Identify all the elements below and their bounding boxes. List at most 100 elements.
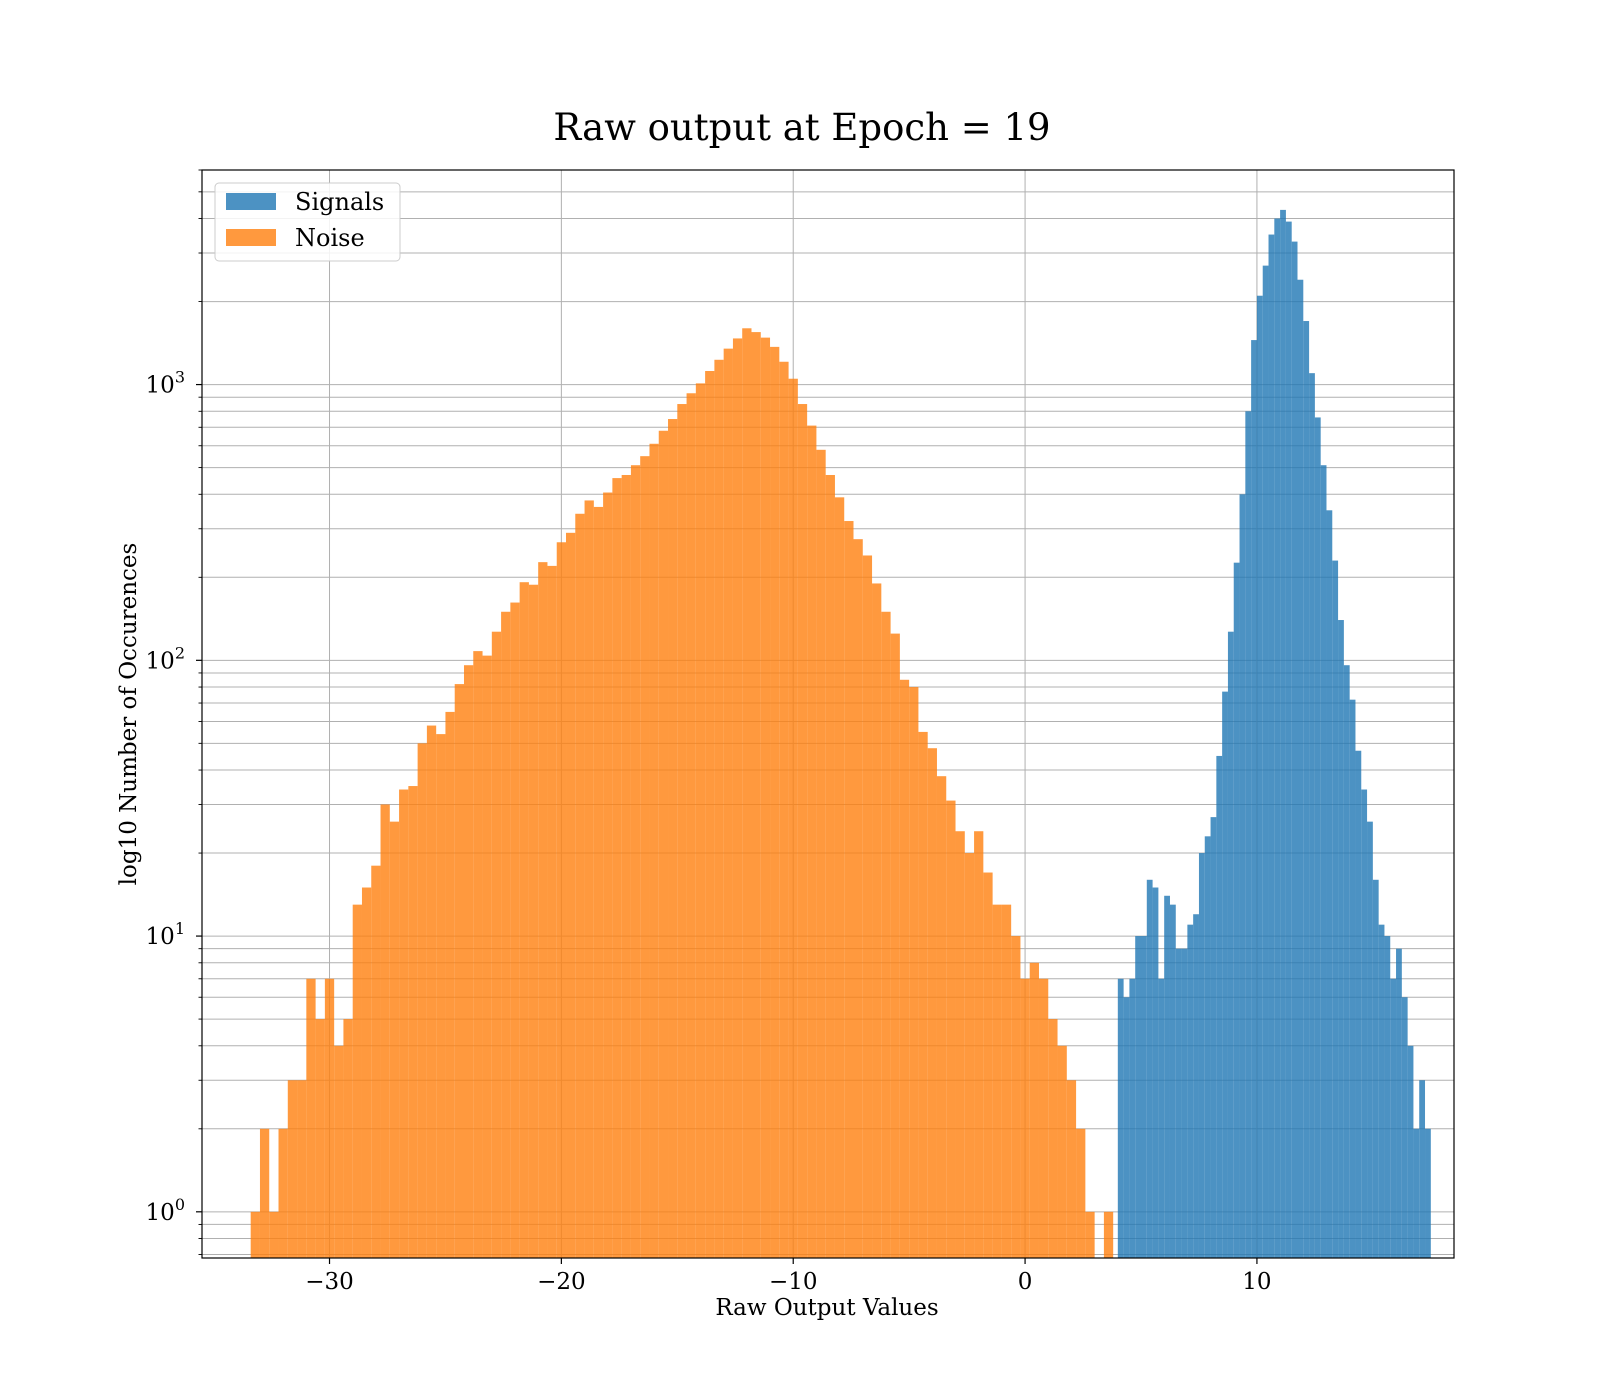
bar-signals: [1378, 924, 1385, 1258]
bar-noise: [436, 734, 446, 1258]
bar-noise: [556, 542, 567, 1258]
bar-noise: [677, 404, 687, 1258]
y-tick-label: 102: [146, 643, 185, 674]
bar-signals: [1146, 879, 1153, 1258]
bar-noise: [992, 904, 1002, 1258]
bar-noise: [399, 789, 409, 1258]
bar-noise: [352, 904, 362, 1258]
bar-noise: [909, 687, 919, 1258]
bar-signals: [1297, 279, 1304, 1259]
bar-noise: [807, 425, 817, 1259]
bar-noise: [1020, 978, 1030, 1258]
bar-noise: [389, 821, 400, 1258]
bar-noise: [306, 978, 316, 1258]
bar-noise: [658, 430, 669, 1258]
bar-noise: [788, 378, 798, 1258]
x-tick-label: −30: [305, 1269, 354, 1295]
bar-noise: [408, 786, 418, 1258]
bar-signals: [1123, 997, 1130, 1258]
bar-noise: [936, 776, 947, 1258]
bar-noise: [297, 1080, 307, 1258]
bar-noise: [593, 506, 604, 1259]
bar-noise: [927, 748, 937, 1258]
bar-signals: [1210, 817, 1217, 1258]
bar-signals: [1158, 978, 1165, 1258]
bar-signals: [1245, 411, 1252, 1258]
bar-signals: [1141, 936, 1147, 1258]
bar-signals: [1274, 218, 1281, 1259]
bar-signals: [1367, 821, 1373, 1258]
legend-label-signals: Signals: [295, 188, 384, 216]
bar-noise: [862, 555, 873, 1258]
bar-noise: [751, 332, 761, 1259]
bar-signals: [1401, 997, 1408, 1258]
bar-noise: [621, 474, 631, 1258]
bar-signals: [1413, 1128, 1420, 1258]
bar-noise: [482, 655, 492, 1258]
bar-noise: [881, 611, 891, 1258]
bar-signals: [1233, 562, 1240, 1258]
bar-noise: [1066, 1080, 1077, 1258]
bar-noise: [528, 584, 539, 1258]
bar-signals: [1419, 1080, 1426, 1258]
bar-signals: [1303, 321, 1310, 1258]
bar-signals: [1193, 914, 1199, 1258]
bar-noise: [630, 465, 641, 1258]
bar-noise: [510, 602, 520, 1258]
bar-noise: [649, 443, 659, 1258]
bar-noise: [426, 725, 437, 1258]
bar-noise: [259, 1128, 270, 1258]
bar-noise: [287, 1080, 298, 1258]
bar-noise: [501, 611, 511, 1258]
bar-signals: [1320, 465, 1327, 1258]
bar-signals: [1239, 494, 1246, 1258]
bar-noise: [760, 337, 771, 1258]
bar-noise: [1011, 936, 1021, 1258]
bar-signals: [1187, 924, 1194, 1258]
bar-noise: [1057, 1045, 1067, 1258]
bar-noise: [343, 1019, 353, 1258]
y-axis-label: log10 Number of Occurences: [116, 543, 142, 886]
bar-noise: [955, 831, 965, 1258]
bar-signals: [1175, 948, 1182, 1258]
bar-signals: [1425, 1128, 1431, 1258]
bar-signals: [1256, 295, 1263, 1258]
bar-noise: [575, 513, 585, 1258]
bar-noise: [890, 633, 900, 1258]
bar-signals: [1117, 978, 1124, 1258]
bar-noise: [584, 500, 594, 1259]
bar-noise: [566, 532, 576, 1258]
bar-signals: [1227, 631, 1234, 1258]
bar-signals: [1326, 510, 1333, 1258]
bar-signals: [1349, 699, 1356, 1258]
bar-signals: [1361, 789, 1368, 1258]
bar-noise: [668, 419, 678, 1259]
x-tick-label: −10: [769, 1269, 818, 1295]
bar-noise: [974, 831, 984, 1258]
bar-signals: [1181, 948, 1188, 1258]
bar-noise: [705, 371, 715, 1258]
bar-noise: [825, 474, 835, 1258]
bar-noise: [334, 1045, 344, 1258]
bar-signals: [1280, 209, 1286, 1259]
bar-signals: [1384, 936, 1391, 1258]
bar-noise: [445, 711, 455, 1258]
chart-title: Raw output at Epoch = 19: [553, 106, 1050, 149]
bar-signals: [1216, 755, 1223, 1258]
bar-signals: [1129, 978, 1136, 1258]
y-axis-ticks: 100 101 102 103: [146, 169, 202, 1255]
legend-swatch-signals: [226, 193, 276, 210]
bar-noise: [491, 631, 502, 1258]
legend-swatch-noise: [226, 229, 276, 246]
x-tick-label: −20: [537, 1269, 586, 1295]
bar-signals: [1390, 978, 1397, 1258]
bar-noise: [1001, 904, 1012, 1258]
bar-noise: [770, 346, 780, 1258]
bar-noise: [983, 872, 993, 1258]
y-tick-label: 100: [146, 1195, 185, 1226]
bar-noise: [853, 539, 863, 1258]
bar-noise: [547, 565, 557, 1258]
y-tick-label: 103: [146, 368, 185, 399]
bar-noise: [695, 383, 706, 1258]
bar-noise: [872, 583, 882, 1258]
